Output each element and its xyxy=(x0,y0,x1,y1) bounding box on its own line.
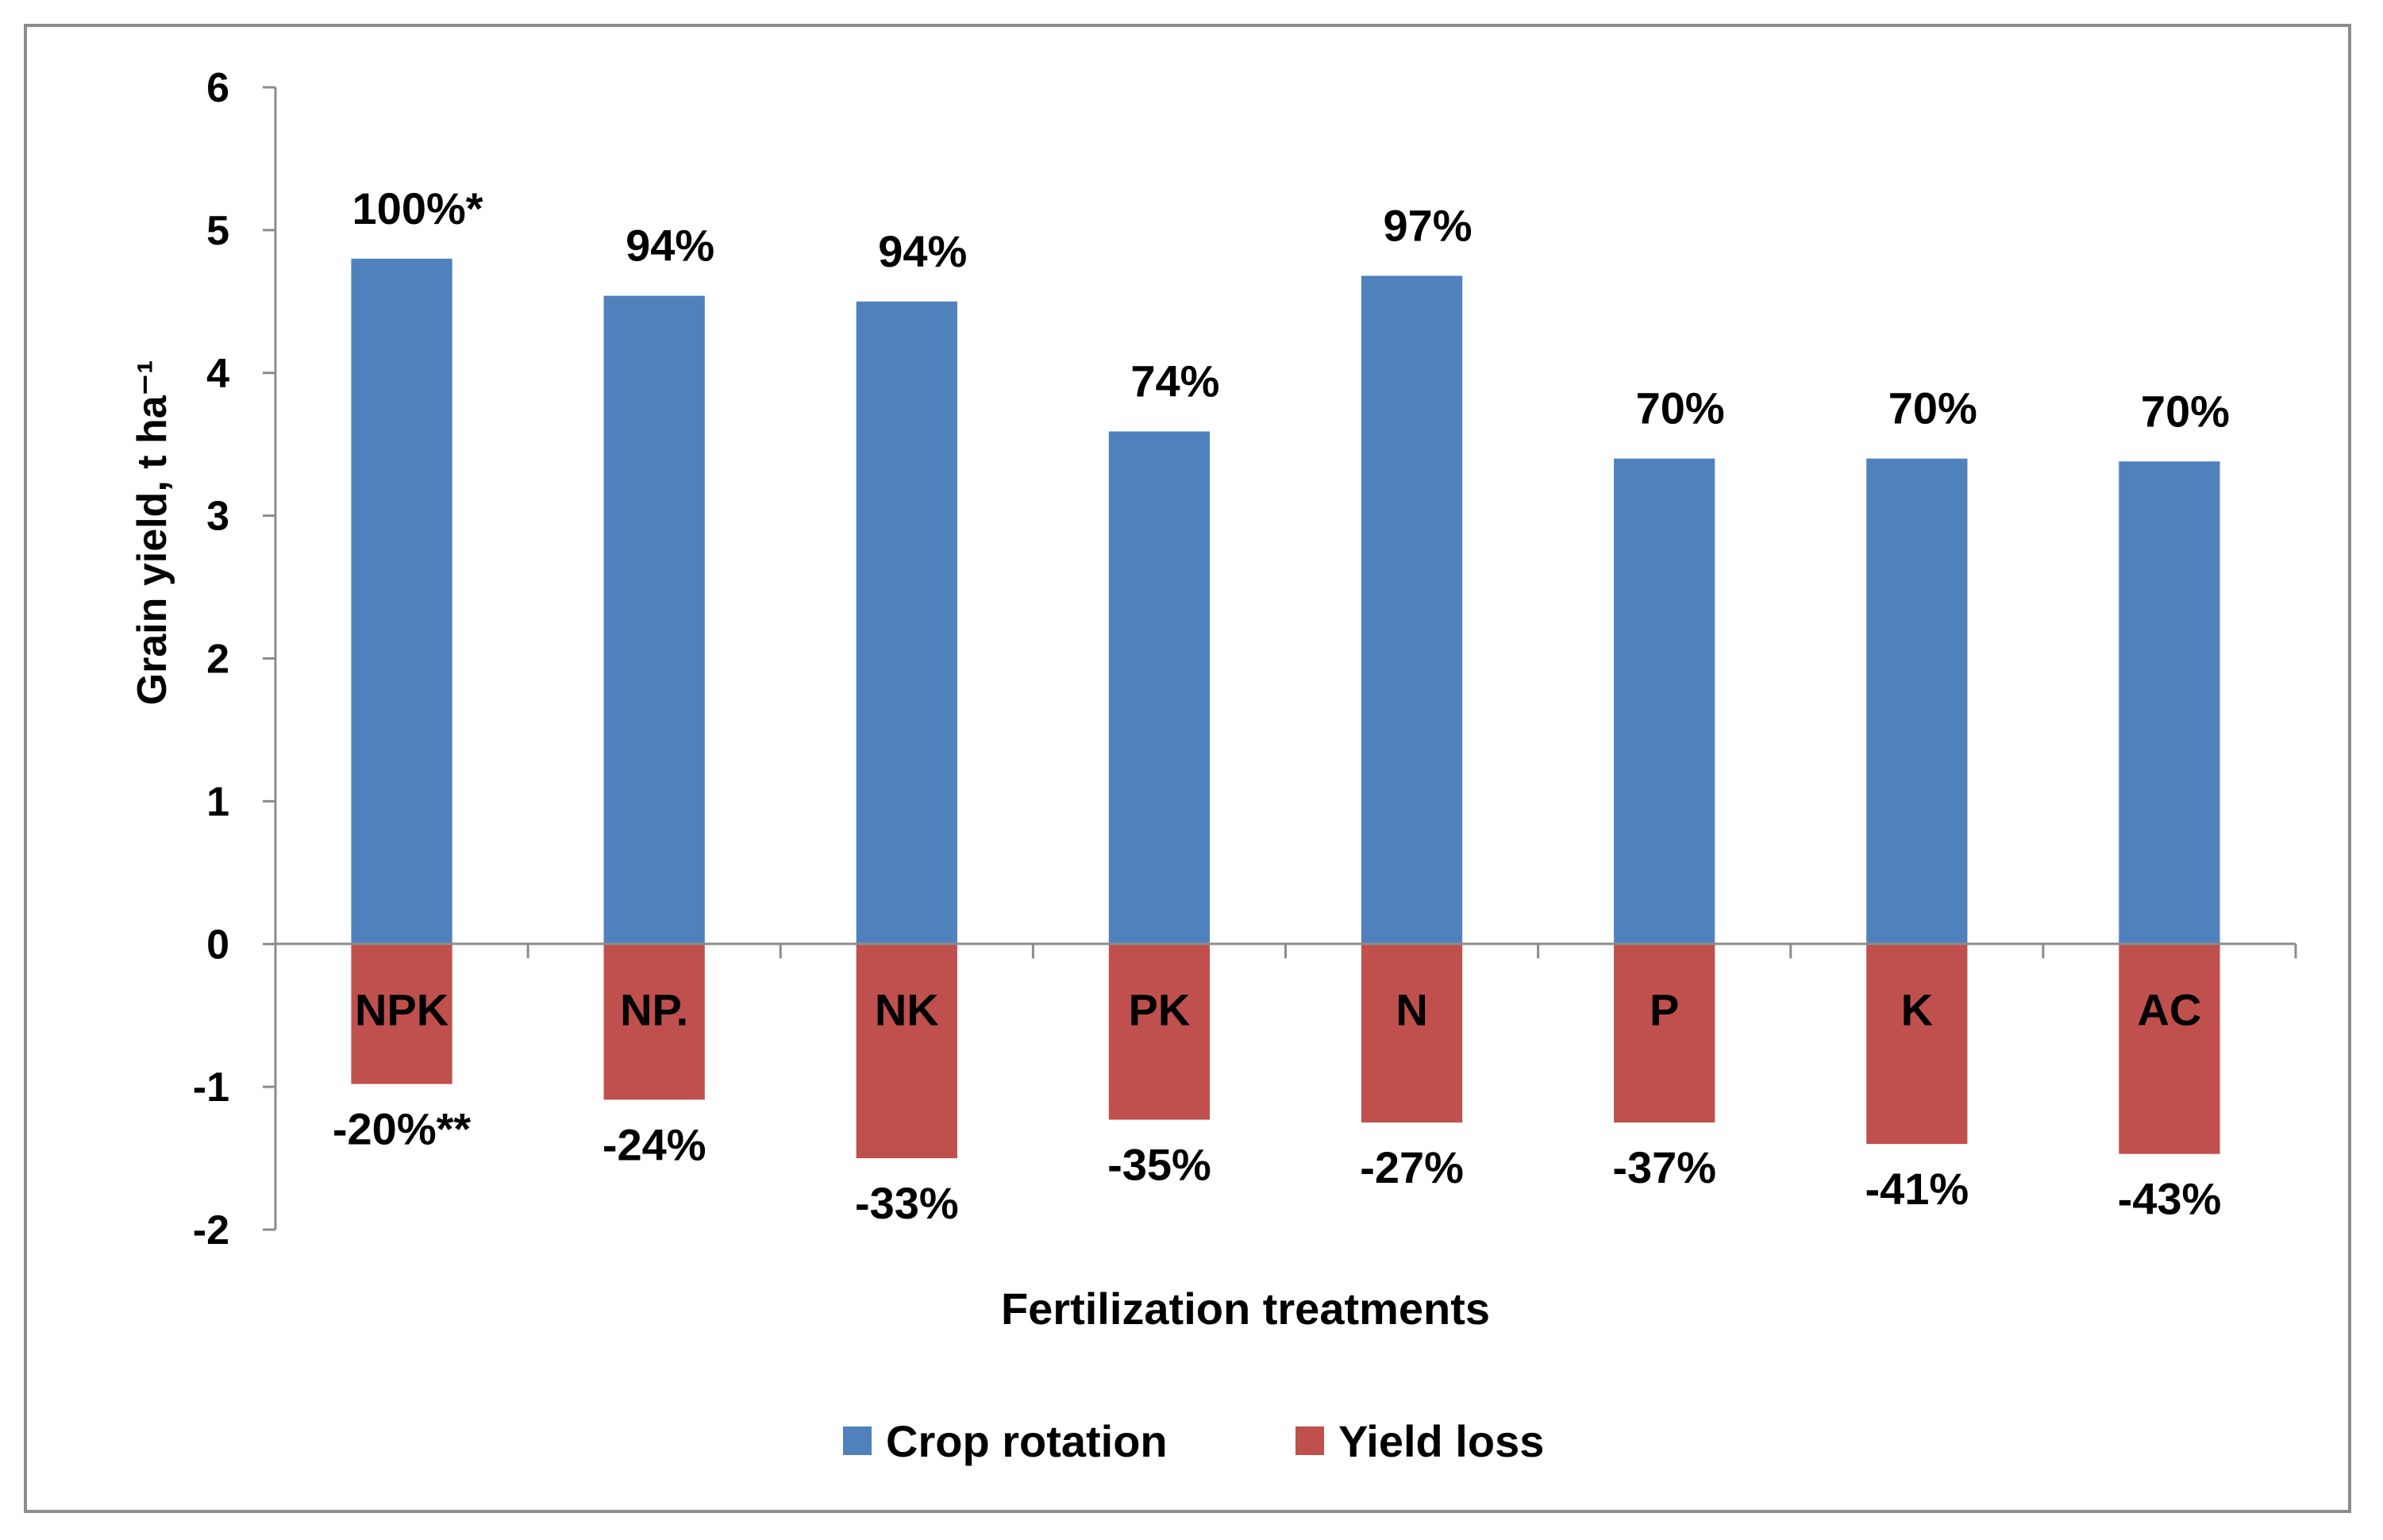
data-label-crop-rotation-k: 70% xyxy=(1888,383,1977,433)
bar-chart: 6 5 4 3 2 1 0 -1 -2 100%* 94% 94% 74% 97% 70% 70% 70% -2… xyxy=(129,65,2297,1466)
x-ticks-layer xyxy=(274,944,2297,959)
y-tick-label: -2 xyxy=(193,1207,229,1253)
data-label-yield-loss-nk: -33% xyxy=(855,1178,959,1228)
data-label-crop-rotation-n: 97% xyxy=(1384,200,1473,250)
data-label-crop-rotation-npk: 100%* xyxy=(352,183,483,233)
y-tick-label: 0 xyxy=(206,922,229,968)
y-ticks-layer: 6 5 4 3 2 1 0 -1 -2 xyxy=(193,65,275,1253)
bar-crop-rotation-ac xyxy=(2119,461,2220,945)
y-tick-label: 2 xyxy=(206,637,229,683)
data-label-yield-loss-pk: -35% xyxy=(1107,1139,1211,1189)
x-axis-title: Fertilization treatments xyxy=(1001,1284,1490,1334)
y-tick-label: 6 xyxy=(206,65,229,111)
data-label-yield-loss-npk: -20%** xyxy=(333,1104,472,1154)
axes-layer xyxy=(274,87,2296,1230)
bar-crop-rotation-n xyxy=(1361,275,1463,945)
data-label-yield-loss-ac: -43% xyxy=(2118,1174,2222,1224)
y-tick-label: 1 xyxy=(206,779,229,825)
legend-swatch-yield-loss xyxy=(1295,1426,1324,1455)
data-labels-layer: 100%* 94% 94% 74% 97% 70% 70% 70% -20%** -24% -33%… xyxy=(333,183,2230,1228)
bar-yield-loss-k xyxy=(1866,944,1968,1145)
bar-crop-rotation-pk xyxy=(1108,431,1211,945)
legend: Crop rotation Yield loss xyxy=(843,1416,1544,1466)
data-label-crop-rotation-pk: 74% xyxy=(1130,356,1219,406)
data-label-yield-loss-k: -41% xyxy=(1865,1164,1969,1214)
y-tick-label: 3 xyxy=(206,494,229,540)
y-tick-label: 4 xyxy=(206,351,229,397)
legend-label-crop-rotation: Crop rotation xyxy=(886,1416,1168,1466)
category-label-ac: AC xyxy=(2137,984,2201,1034)
data-label-yield-loss-n: -27% xyxy=(1360,1142,1464,1192)
category-label-npk: NPK xyxy=(355,984,448,1034)
bar-yield-loss-n xyxy=(1361,944,1463,1123)
data-label-crop-rotation-np: 94% xyxy=(626,221,714,271)
bar-yield-loss-p xyxy=(1614,944,1715,1123)
category-label-pk: PK xyxy=(1129,984,1191,1034)
y-tick-label: 5 xyxy=(206,208,229,254)
y-axis-title: Grain yield, t ha⁻¹ xyxy=(129,360,175,706)
y-tick-label: -1 xyxy=(193,1065,229,1111)
bar-yield-loss-nk xyxy=(856,944,957,1159)
category-label-np: NP. xyxy=(620,984,688,1034)
data-label-yield-loss-p: -37% xyxy=(1612,1142,1716,1192)
bar-yield-loss-pk xyxy=(1108,944,1211,1120)
data-label-crop-rotation-nk: 94% xyxy=(878,226,967,276)
bar-crop-rotation-np xyxy=(603,295,705,945)
category-label-p: P xyxy=(1650,984,1679,1034)
data-label-crop-rotation-ac: 70% xyxy=(2141,386,2230,436)
bar-yield-loss-ac xyxy=(2119,944,2220,1154)
category-labels-layer: NPK NP. NK PK N P K AC xyxy=(355,984,2201,1034)
bar-crop-rotation-nk xyxy=(856,301,957,945)
bars-layer xyxy=(351,258,2220,1159)
category-label-n: N xyxy=(1396,984,1427,1034)
bar-crop-rotation-npk xyxy=(351,258,452,945)
bar-yield-loss-npk xyxy=(351,944,452,1084)
data-label-yield-loss-np: -24% xyxy=(602,1119,706,1169)
chart-frame: 6 5 4 3 2 1 0 -1 -2 100%* 94% 94% 74% 97% 70% 70% 70% -2… xyxy=(24,24,2351,1513)
bar-yield-loss-np xyxy=(603,944,705,1100)
legend-label-yield-loss: Yield loss xyxy=(1338,1416,1544,1466)
legend-swatch-crop-rotation xyxy=(843,1426,872,1455)
bar-crop-rotation-k xyxy=(1866,458,1968,945)
category-label-nk: NK xyxy=(875,984,939,1034)
bar-crop-rotation-p xyxy=(1614,458,1715,945)
category-label-k: K xyxy=(1901,984,1933,1034)
data-label-crop-rotation-p: 70% xyxy=(1636,383,1725,433)
